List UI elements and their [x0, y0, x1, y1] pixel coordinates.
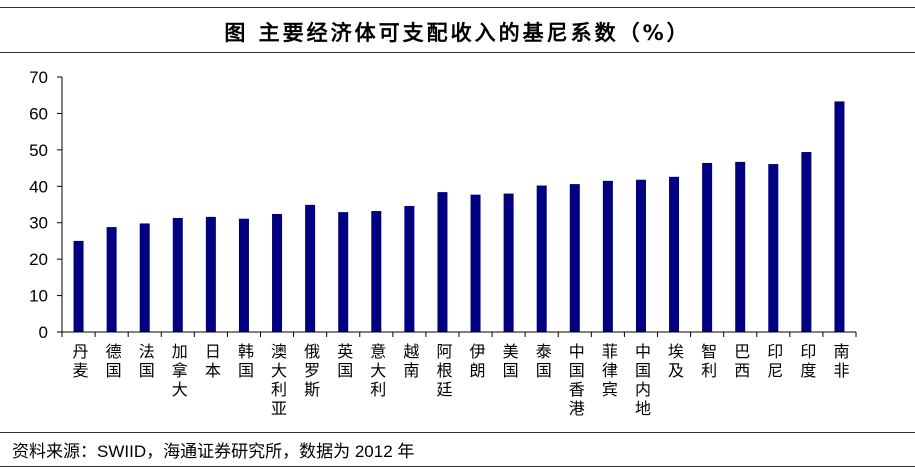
bar	[569, 184, 580, 332]
bar	[702, 162, 713, 332]
bar	[635, 179, 646, 332]
x-tick-label: 伊朗	[466, 343, 486, 381]
y-tick-label: 60	[29, 104, 48, 123]
bar	[801, 152, 812, 332]
x-tick-label: 南非	[830, 343, 850, 381]
bar	[404, 205, 415, 332]
source-rule	[0, 432, 915, 433]
x-tick-label: 泰国	[532, 343, 552, 381]
bar	[205, 216, 216, 332]
y-tick-label: 0	[39, 323, 48, 342]
y-tick-label: 50	[29, 141, 48, 160]
bar	[470, 194, 481, 332]
bar	[834, 101, 845, 333]
x-tick-label: 意大利	[367, 343, 387, 400]
bar	[172, 217, 183, 332]
x-tick-label: 美国	[499, 343, 519, 381]
y-tick-label: 40	[29, 177, 48, 196]
top-rule	[0, 7, 915, 8]
y-tick-label: 10	[29, 287, 48, 306]
bar	[437, 192, 448, 332]
bar	[73, 240, 84, 332]
x-tick-label: 中国香港	[565, 343, 585, 419]
x-tick-label: 越南	[400, 343, 420, 381]
y-tick-label: 30	[29, 214, 48, 233]
y-tick-label: 20	[29, 250, 48, 269]
bar	[602, 180, 613, 332]
source-note: 资料来源：SWIID，海通证券研究所，数据为 2012 年	[12, 442, 415, 461]
x-tick-label: 埃及	[665, 343, 685, 381]
bar	[238, 218, 249, 332]
bar	[139, 223, 150, 332]
bottom-rule	[0, 466, 915, 467]
x-tick-label: 德国	[102, 343, 122, 381]
bar	[106, 227, 117, 332]
x-tick-label: 法国	[135, 343, 155, 381]
x-tick-label: 日本	[201, 343, 221, 381]
x-tick-label: 阿根廷	[433, 343, 453, 400]
bar	[536, 185, 547, 332]
x-tick-label: 中国内地	[631, 343, 651, 419]
x-tick-label: 澳大利亚	[268, 343, 288, 419]
bar	[669, 176, 680, 332]
chart-title: 图 主要经济体可支配收入的基尼系数（%）	[224, 21, 691, 45]
x-tick-label: 韩国	[234, 343, 254, 381]
bar	[735, 161, 746, 332]
bar	[272, 213, 283, 332]
bar	[768, 164, 779, 332]
x-tick-label: 俄罗斯	[301, 343, 321, 400]
bar	[503, 193, 514, 332]
bar	[338, 212, 349, 332]
x-tick-label: 巴西	[731, 343, 751, 381]
x-tick-label: 加拿大	[168, 343, 188, 400]
x-tick-label: 英国	[334, 343, 354, 381]
y-tick-label: 70	[29, 68, 48, 87]
x-tick-label: 印度	[797, 343, 817, 381]
x-tick-label: 菲律宾	[598, 343, 618, 400]
title-rule	[0, 52, 915, 53]
x-tick-label: 印尼	[764, 343, 784, 381]
bar	[305, 204, 316, 332]
bar	[371, 211, 382, 332]
x-tick-label: 丹麦	[69, 343, 89, 381]
x-tick-label: 智利	[698, 343, 718, 381]
